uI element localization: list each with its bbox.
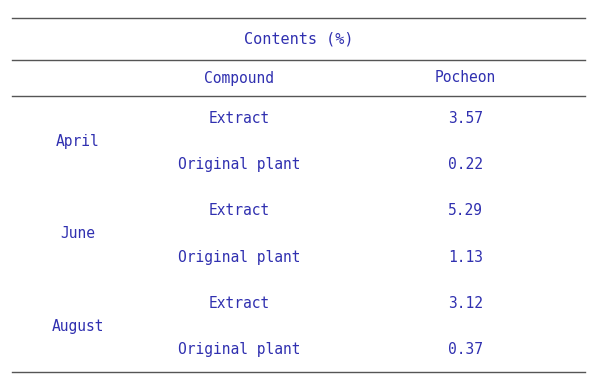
Text: August: August	[51, 319, 104, 334]
Text: Original plant: Original plant	[177, 250, 300, 264]
Text: June: June	[60, 227, 95, 241]
Text: 1.13: 1.13	[448, 250, 483, 264]
Text: 5.29: 5.29	[448, 204, 483, 218]
Text: Compound: Compound	[204, 71, 274, 85]
Text: Extract: Extract	[208, 296, 269, 311]
Text: Extract: Extract	[208, 111, 269, 126]
Text: Contents (%): Contents (%)	[244, 32, 353, 46]
Text: 0.22: 0.22	[448, 157, 483, 172]
Text: April: April	[56, 134, 100, 149]
Text: Original plant: Original plant	[177, 342, 300, 357]
Text: Pocheon: Pocheon	[435, 71, 496, 85]
Text: Extract: Extract	[208, 204, 269, 218]
Text: 0.37: 0.37	[448, 342, 483, 357]
Text: Original plant: Original plant	[177, 157, 300, 172]
Text: 3.12: 3.12	[448, 296, 483, 311]
Text: 3.57: 3.57	[448, 111, 483, 126]
